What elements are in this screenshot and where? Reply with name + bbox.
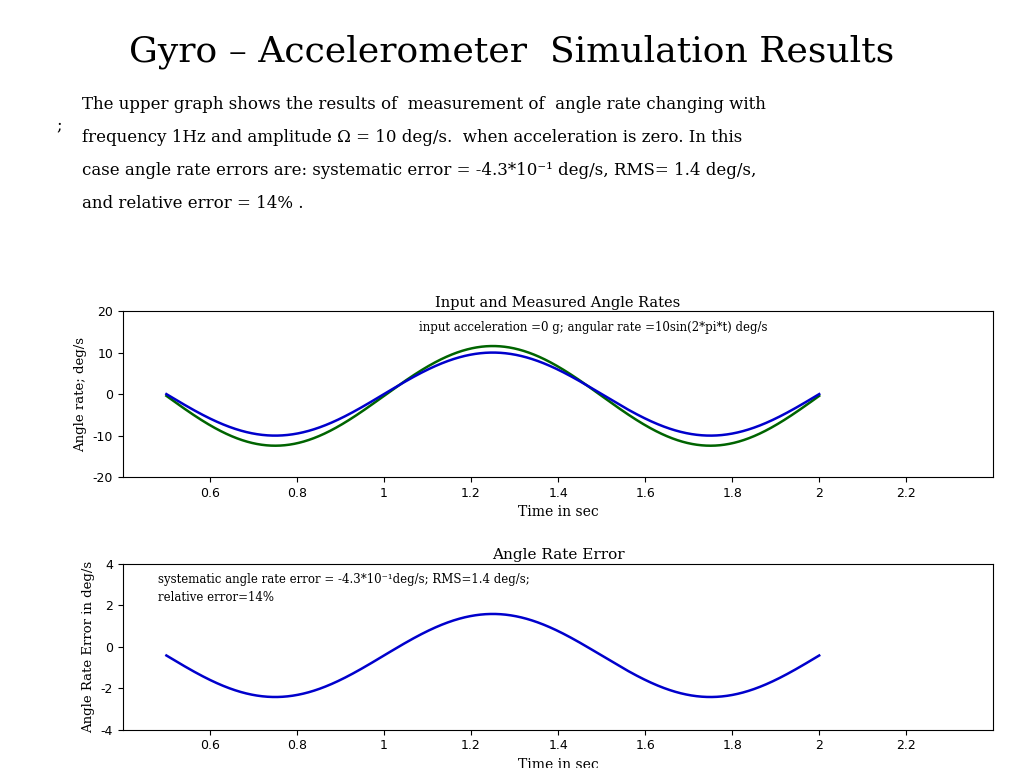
X-axis label: Time in sec: Time in sec: [518, 758, 598, 768]
Text: frequency 1Hz and amplitude Ω = 10 deg/s.  when acceleration is zero. In this: frequency 1Hz and amplitude Ω = 10 deg/s…: [82, 129, 742, 146]
Title: Input and Measured Angle Rates: Input and Measured Angle Rates: [435, 296, 681, 310]
Text: The upper graph shows the results of  measurement of  angle rate changing with: The upper graph shows the results of mea…: [82, 96, 766, 113]
X-axis label: Time in sec: Time in sec: [518, 505, 598, 519]
Text: and relative error = 14% .: and relative error = 14% .: [82, 195, 303, 212]
Y-axis label: Angle rate; deg/s: Angle rate; deg/s: [74, 336, 87, 452]
Text: input acceleration =0 g; angular rate =10sin(2*pi*t) deg/s: input acceleration =0 g; angular rate =1…: [419, 321, 767, 334]
Text: ;: ;: [56, 116, 61, 133]
Y-axis label: Angle Rate Error in deg/s: Angle Rate Error in deg/s: [82, 561, 95, 733]
Text: systematic angle rate error = -4.3*10⁻¹deg/s; RMS=1.4 deg/s;
relative error=14%: systematic angle rate error = -4.3*10⁻¹d…: [158, 574, 529, 604]
Text: Gyro – Accelerometer  Simulation Results: Gyro – Accelerometer Simulation Results: [129, 35, 895, 69]
Title: Angle Rate Error: Angle Rate Error: [492, 548, 625, 562]
Text: case angle rate errors are: systematic error = -4.3*10⁻¹ deg/s, RMS= 1.4 deg/s,: case angle rate errors are: systematic e…: [82, 162, 757, 179]
